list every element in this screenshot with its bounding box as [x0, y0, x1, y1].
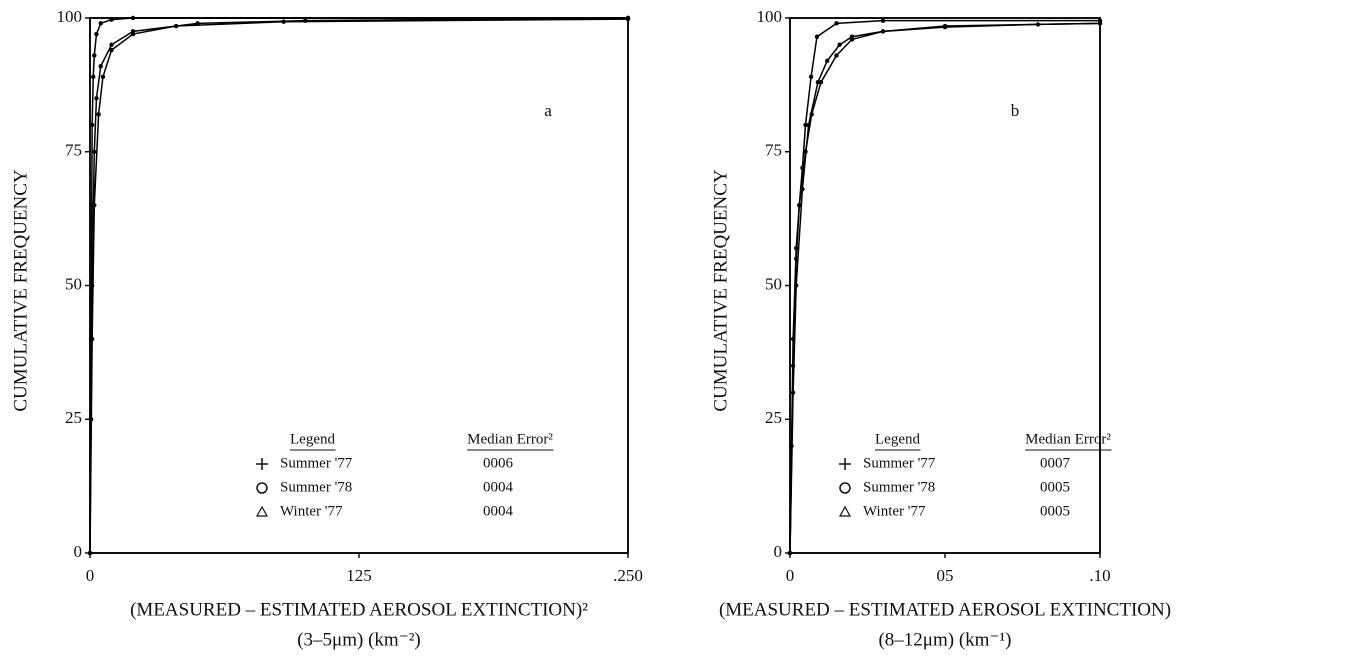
legend-label: Winter '77 [280, 503, 343, 519]
data-point [92, 149, 97, 154]
data-point [94, 31, 99, 37]
y-axis-title: CUMULATIVE FREQUENCY [710, 169, 731, 412]
legend-symbol [256, 458, 268, 470]
data-point [790, 390, 796, 395]
x-tick-label: 125 [346, 566, 372, 585]
data-point [98, 63, 103, 69]
y-tick-label: 0 [74, 542, 83, 561]
data-point [806, 122, 811, 128]
data-point [825, 58, 830, 63]
legend-label: Summer '77 [280, 455, 353, 471]
x-tick-label: 0 [86, 566, 95, 585]
data-point [130, 31, 136, 37]
series-line [89, 17, 628, 554]
data-point [96, 112, 101, 117]
chart-panel: 0 25 50 75 100 0 05 .10 (MEASURED – ESTIMATED AE… [710, 7, 1171, 650]
legend-label: Winter '77 [863, 503, 926, 519]
data-point [787, 550, 793, 556]
median-error: 0007 [1040, 455, 1071, 471]
x-tick-label: 05 [937, 566, 954, 585]
plot-frame [89, 17, 629, 554]
data-point [797, 203, 802, 208]
data-point [91, 74, 96, 80]
data-point [942, 23, 948, 29]
data-point [880, 18, 886, 23]
data-point [794, 283, 799, 288]
x-axis-units: (3–5μm) (km⁻²) [297, 629, 421, 650]
y-tick-label: 75 [65, 141, 82, 160]
data-point [818, 80, 824, 85]
data-point [100, 74, 106, 80]
legend-symbol [838, 505, 852, 517]
chart-panel: 0 25 50 75 100 0 125 .250 (MEASURED – ESTIMATED … [10, 7, 643, 650]
median-error: 0004 [483, 479, 514, 495]
data-point [815, 80, 821, 85]
legend-symbol [839, 458, 851, 470]
series-line [789, 22, 1101, 554]
data-point [92, 203, 97, 208]
legend-label: Summer '78 [280, 479, 352, 495]
x-axis-units: (8–12μm) (km⁻¹) [878, 629, 1011, 650]
legend-header: Median Error² [1025, 431, 1111, 447]
data-point [803, 122, 808, 128]
data-point [808, 74, 814, 80]
series-line [89, 17, 629, 554]
y-tick-label: 25 [765, 408, 782, 427]
data-point [849, 34, 855, 39]
data-point [1097, 21, 1103, 26]
data-point [89, 122, 95, 128]
x-tick-label: .250 [613, 566, 643, 585]
data-point [173, 23, 179, 29]
x-axis-title: (MEASURED – ESTIMATED AEROSOL EXTINCTION… [130, 599, 588, 620]
data-point [837, 42, 842, 47]
data-point [834, 21, 839, 26]
y-tick-label: 75 [765, 141, 782, 160]
data-point [109, 17, 114, 22]
legend-symbol [255, 505, 269, 517]
data-point [625, 16, 631, 22]
data-point [281, 19, 286, 24]
data-point [800, 187, 805, 192]
legend-header: Legend [875, 431, 920, 447]
x-axis-title: (MEASURED – ESTIMATED AEROSOL EXTINCTION… [719, 599, 1171, 620]
x-tick-label: 0 [786, 566, 795, 585]
panel-label: b [1011, 101, 1020, 120]
plot-frame [789, 17, 1101, 554]
data-point [814, 34, 820, 39]
series-line [89, 18, 629, 554]
legend-label: Summer '78 [863, 479, 935, 495]
median-error: 0005 [1040, 503, 1070, 519]
y-tick-label: 100 [757, 7, 783, 26]
median-error: 0005 [1040, 479, 1070, 495]
median-error: 0004 [483, 503, 514, 519]
y-tick-label: 100 [57, 7, 83, 26]
data-point [130, 15, 136, 21]
legend-header: Median Error² [467, 431, 553, 447]
data-point [87, 550, 93, 556]
y-axis-title: CUMULATIVE FREQUENCY [10, 169, 31, 412]
legend-symbol [839, 482, 851, 494]
data-point [109, 47, 114, 53]
data-point [880, 29, 886, 34]
legend-header: Legend [290, 431, 335, 447]
panel-label: a [544, 101, 552, 120]
series-line [789, 19, 1100, 554]
y-tick-label: 0 [774, 542, 783, 561]
legend-label: Summer '77 [863, 455, 936, 471]
data-point [98, 21, 103, 26]
data-point [109, 42, 114, 47]
data-point [92, 53, 97, 58]
y-tick-label: 50 [765, 274, 782, 293]
data-point [834, 53, 839, 58]
x-tick-label: .10 [1089, 566, 1110, 585]
y-tick-label: 50 [65, 274, 82, 293]
y-tick-label: 25 [65, 408, 82, 427]
series-line [789, 22, 1101, 554]
legend-symbol [256, 482, 268, 494]
median-error: 0006 [483, 455, 514, 471]
data-point [94, 96, 99, 101]
data-point [89, 336, 95, 342]
